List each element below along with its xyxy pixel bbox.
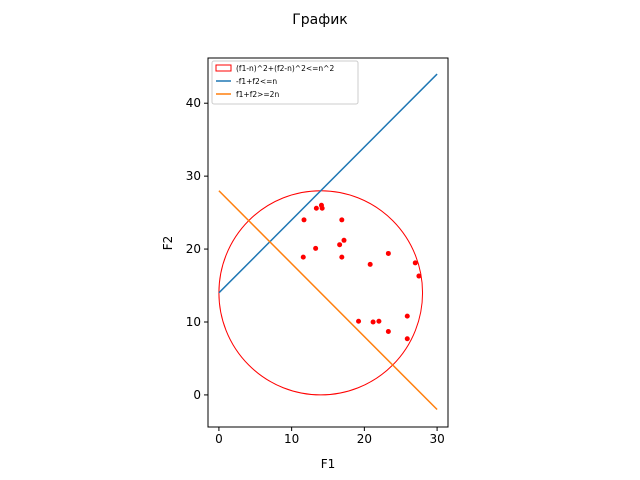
y-tick-label: 10 bbox=[186, 315, 201, 329]
data-point bbox=[404, 336, 410, 342]
data-point bbox=[341, 237, 347, 243]
legend-swatch-circle bbox=[215, 64, 232, 72]
data-point bbox=[356, 318, 362, 324]
legend-box bbox=[211, 60, 359, 105]
y-tick-label: 0 bbox=[193, 388, 201, 402]
x-axis-label: F1 bbox=[321, 457, 336, 471]
data-point bbox=[404, 313, 410, 319]
data-point bbox=[313, 205, 319, 211]
data-point bbox=[412, 260, 418, 266]
plot-content bbox=[218, 73, 438, 411]
y-axis-label: F2 bbox=[161, 236, 175, 251]
data-point bbox=[319, 205, 325, 211]
x-tick-label: 0 bbox=[215, 432, 223, 446]
x-axis-ticks: 0 10 20 30 bbox=[215, 427, 445, 446]
x-tick-label: 10 bbox=[284, 432, 299, 446]
series-line-1 bbox=[218, 73, 438, 294]
data-point bbox=[370, 319, 376, 325]
y-tick-label: 30 bbox=[186, 169, 201, 183]
legend: (f1-n)^2+(f2-n)^2<=n^2 -f1+f2<=n f1+f2>=… bbox=[211, 60, 359, 105]
chart-title: График bbox=[292, 12, 348, 28]
data-point bbox=[385, 250, 391, 256]
legend-label-blue-line: -f1+f2<=n bbox=[236, 77, 277, 86]
data-point bbox=[300, 254, 306, 260]
plot-frame bbox=[207, 57, 449, 428]
data-point bbox=[376, 318, 382, 324]
legend-label-orange-line: f1+f2>=2n bbox=[236, 90, 279, 99]
data-point bbox=[301, 217, 307, 223]
data-point bbox=[367, 261, 373, 267]
x-tick-label: 20 bbox=[357, 432, 372, 446]
x-tick-label: 30 bbox=[429, 432, 444, 446]
legend-label-circle: (f1-n)^2+(f2-n)^2<=n^2 bbox=[236, 64, 334, 73]
data-point bbox=[385, 328, 391, 334]
y-axis-ticks: 0 10 20 30 40 bbox=[186, 96, 208, 402]
series-line-2 bbox=[218, 190, 438, 411]
data-point bbox=[313, 245, 319, 251]
data-point bbox=[339, 254, 345, 260]
y-tick-label: 40 bbox=[186, 96, 201, 110]
data-point bbox=[337, 242, 343, 248]
y-tick-label: 20 bbox=[186, 242, 201, 256]
data-point bbox=[416, 273, 422, 279]
data-point bbox=[339, 217, 345, 223]
